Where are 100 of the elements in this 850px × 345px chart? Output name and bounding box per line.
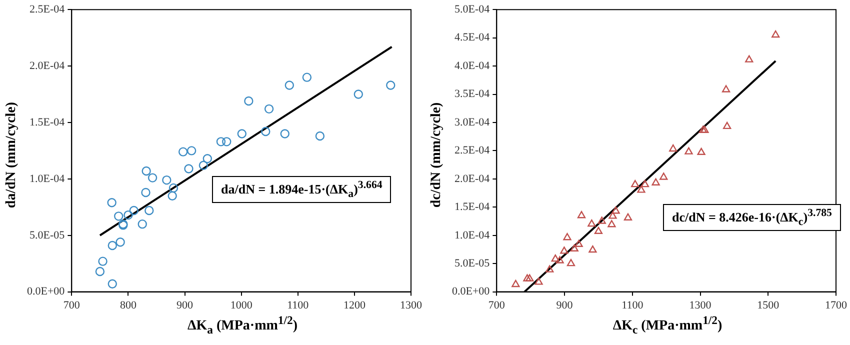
y-tick-label: 3.0E-04 [454, 116, 490, 128]
point [178, 147, 188, 156]
point [700, 126, 709, 133]
x-tick-label: 1300 [689, 299, 712, 312]
x-tick-label: 700 [63, 299, 80, 312]
point [184, 164, 194, 174]
point [640, 180, 650, 188]
point [566, 258, 576, 266]
y-tick-label: 2.5E-04 [454, 144, 490, 157]
point [168, 183, 178, 193]
point [386, 80, 396, 90]
point [107, 198, 116, 208]
x-tick-label: 800 [120, 299, 137, 312]
point [722, 85, 730, 92]
point [698, 126, 708, 133]
x-tick-label: 1300 [400, 299, 422, 312]
point [354, 90, 364, 99]
point [608, 220, 616, 228]
point [186, 146, 196, 156]
point [244, 96, 254, 106]
y-tick-label: 5.0E-05 [454, 257, 490, 270]
y-tick-label: 2.0E-04 [454, 172, 490, 185]
point [168, 191, 177, 200]
x-tick-label: 1700 [825, 299, 848, 312]
point [624, 213, 632, 220]
point [138, 219, 147, 229]
point [560, 246, 568, 254]
point [697, 148, 706, 155]
point [124, 210, 133, 220]
x-tick-label: 1000 [230, 299, 253, 312]
y-axis-title: dc/dN (mm/cycle) [429, 102, 445, 208]
y-axis-title: da/dN (mm/cycle) [4, 102, 20, 208]
y-tick-label: 4.0E-04 [454, 60, 490, 72]
annotation: dc/dN = 8.426e-16·(ΔK$_{c}$)$^{3.785}$ [663, 204, 841, 231]
y-tick-label: 0.0E+00 [26, 286, 66, 298]
point [523, 274, 532, 282]
point [162, 175, 172, 185]
point [202, 154, 212, 164]
point [598, 216, 606, 224]
point [108, 240, 117, 250]
point [669, 144, 678, 152]
point [142, 166, 151, 176]
point [588, 219, 596, 227]
y-tick-label: 1.5E-04 [30, 116, 66, 128]
y-tick-label: 4.5E-04 [454, 32, 490, 44]
point [588, 245, 597, 253]
point [315, 131, 325, 141]
point [216, 137, 226, 146]
point [237, 129, 246, 138]
point [534, 278, 543, 285]
x-tick-label: 1100 [622, 299, 644, 312]
point [144, 206, 154, 216]
point [551, 254, 560, 262]
point [114, 212, 124, 221]
point [563, 233, 572, 240]
y-tick-label: 1.0E-04 [30, 172, 66, 185]
point [594, 226, 603, 234]
point [608, 212, 617, 219]
point [684, 147, 693, 154]
y-tick-label: 5.0E-05 [30, 229, 66, 242]
point [264, 104, 274, 114]
x-tick-label: 900 [556, 299, 574, 312]
annotation: da/dN = 1.894e-15·(ΔK$_{a}$)$^{3.664}$ [212, 176, 392, 203]
x-tick-label: 900 [176, 299, 194, 312]
point [116, 238, 125, 247]
x-tick-label: 1100 [287, 299, 310, 312]
point [574, 240, 583, 247]
point [98, 256, 108, 266]
point [95, 266, 105, 276]
y-tick-label: 0.0E+00 [452, 286, 490, 298]
point [556, 256, 564, 264]
point [637, 186, 646, 193]
point [280, 129, 290, 138]
point [129, 206, 138, 216]
point [577, 211, 586, 218]
x-axis-title: ΔK$_{c}$ (MPa·mm$^{1/2}$) [612, 314, 724, 336]
point [198, 160, 208, 170]
y-tick-label: 2.5E-04 [30, 3, 66, 16]
point [546, 265, 554, 272]
point [631, 180, 640, 188]
point [745, 55, 754, 62]
point [284, 80, 294, 90]
point [222, 137, 232, 146]
point [612, 206, 620, 214]
y-tick-label: 5.0E-04 [454, 3, 490, 16]
point [772, 30, 780, 38]
y-tick-label: 1.5E-04 [454, 201, 490, 214]
x-tick-label: 700 [488, 299, 506, 312]
point [512, 280, 520, 288]
y-tick-label: 2.0E-04 [30, 60, 66, 72]
point [723, 122, 732, 130]
point [302, 72, 312, 82]
y-tick-label: 1.0E-04 [454, 229, 490, 242]
point [261, 126, 270, 136]
point [570, 244, 578, 252]
point [652, 178, 660, 186]
x-tick-label: 1500 [757, 299, 780, 312]
point [148, 173, 158, 182]
point [141, 188, 150, 198]
x-tick-label: 1200 [343, 299, 366, 312]
